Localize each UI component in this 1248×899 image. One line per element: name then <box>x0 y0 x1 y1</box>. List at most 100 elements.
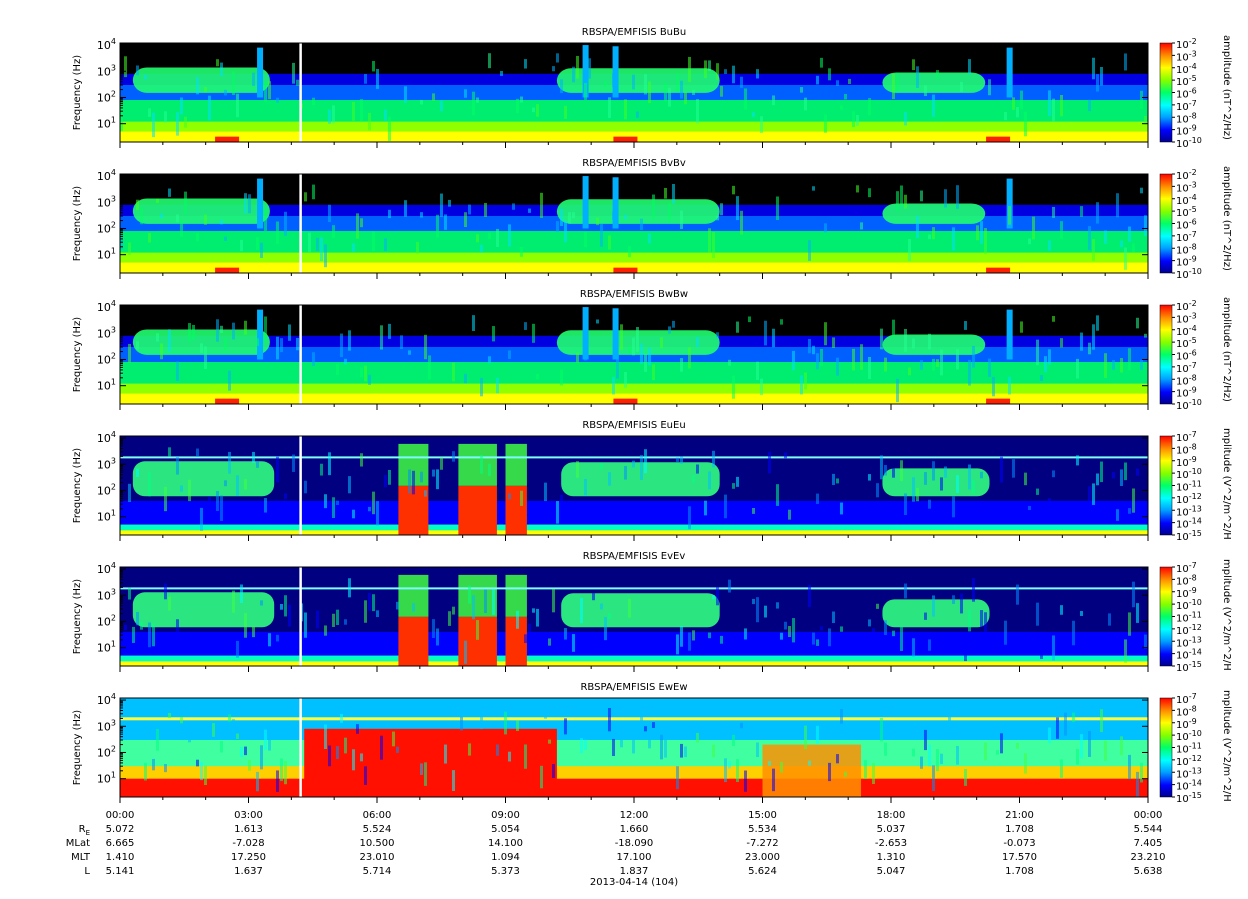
spectral-texture <box>696 732 699 743</box>
colorbar-tick-base: 10 <box>1176 364 1189 375</box>
spectral-texture <box>808 240 811 261</box>
colorbar-tick-exponent: -10 <box>1189 467 1202 476</box>
spectral-texture <box>1144 634 1147 649</box>
spectral-texture <box>524 634 527 644</box>
spectral-texture <box>676 457 679 463</box>
spectral-texture <box>232 590 235 613</box>
spectral-texture <box>900 460 903 482</box>
colorbar-tick-base: 10 <box>1176 258 1189 269</box>
spectral-texture <box>420 763 423 776</box>
spectral-texture <box>520 490 523 506</box>
spectral-texture <box>572 66 575 83</box>
y-tick-label: 101 <box>97 116 116 131</box>
colorbar-label: mplitude (V^2/m^2/H <box>1221 428 1232 540</box>
y-tick-exponent: 4 <box>111 430 116 439</box>
colorbar-tick-base: 10 <box>1176 638 1189 649</box>
spectral-texture <box>820 626 823 631</box>
colorbar-tick-label: 10-15 <box>1176 529 1202 543</box>
spectral-texture <box>756 742 759 758</box>
y-tick-base: 10 <box>97 222 111 235</box>
colorbar-tick-base: 10 <box>1176 389 1189 400</box>
spectral-texture <box>848 78 851 84</box>
spectral-texture <box>280 603 283 610</box>
colorbar-tick-exponent: -6 <box>1189 218 1197 227</box>
spectral-texture <box>340 333 343 358</box>
spectral-texture <box>960 81 963 93</box>
wave-emission <box>882 203 986 224</box>
spectral-texture <box>352 101 355 121</box>
colorbar-tick-base: 10 <box>1176 114 1189 125</box>
spectral-texture <box>1032 216 1035 240</box>
spectral-texture <box>204 765 207 786</box>
spectral-texture <box>156 198 159 203</box>
spectral-texture <box>652 194 655 220</box>
spectral-texture <box>176 457 179 475</box>
y-tick-base: 10 <box>97 353 111 366</box>
spectral-texture <box>348 476 351 494</box>
colorbar-tick-exponent: -11 <box>1189 742 1202 751</box>
spectral-texture <box>956 185 959 209</box>
spectral-texture <box>1016 742 1019 749</box>
spectral-texture <box>652 722 655 728</box>
colorbar-tick-label: 10-10 <box>1176 136 1202 150</box>
y-tick-base: 10 <box>97 65 111 78</box>
spectral-texture <box>944 189 947 208</box>
spectral-texture <box>596 217 599 226</box>
spectral-texture <box>580 597 583 624</box>
wave-emission <box>132 461 275 497</box>
spectral-texture <box>336 363 339 375</box>
colorbar-tick-label: 10-6 <box>1176 87 1197 101</box>
y-tick-exponent: 1 <box>111 640 116 649</box>
spectral-texture <box>488 53 491 69</box>
colorbar-tick-label: 10-7 <box>1176 230 1197 244</box>
colorbar-tick-label: 10-15 <box>1176 660 1202 674</box>
colorbar-tick-exponent: -14 <box>1189 648 1202 657</box>
spectral-texture <box>756 597 759 623</box>
spectral-texture <box>812 632 815 645</box>
spectral-texture <box>264 207 267 231</box>
time-axis-and-ephemeris: 00:00 03:00 06:00 09:00 12:00 15:00 18:00 21:00… <box>66 810 1166 888</box>
spectral-texture <box>208 496 211 506</box>
wave-emission <box>556 199 720 224</box>
wave-emission <box>882 72 986 93</box>
y-tick-exponent: 2 <box>111 220 116 229</box>
spectral-texture <box>680 626 683 647</box>
colorbar-tick-label: 10-11 <box>1176 611 1202 625</box>
wave-emission <box>458 443 497 486</box>
spectral-texture <box>1144 115 1147 125</box>
spectral-texture <box>488 463 491 477</box>
spectral-texture <box>128 343 131 363</box>
colorbar-tick-exponent: -11 <box>1189 611 1202 620</box>
spectral-texture <box>1112 472 1115 479</box>
spectral-texture <box>384 474 387 488</box>
spectral-texture <box>788 626 791 637</box>
spectral-texture <box>564 105 567 119</box>
ephemeris-value: 14.100 <box>488 838 523 849</box>
colorbar-tick-base: 10 <box>1176 77 1189 88</box>
y-axis-label: Frequency (Hz) <box>72 710 83 786</box>
spectral-texture <box>728 579 731 593</box>
spectral-texture <box>524 744 527 769</box>
spectral-texture <box>420 99 423 105</box>
colorbar-tick-label: 10-8 <box>1176 242 1197 256</box>
spectral-texture <box>660 734 663 760</box>
colorbar-tick-label: 10-13 <box>1176 504 1202 518</box>
spectral-texture <box>580 738 583 754</box>
spectral-texture <box>424 762 427 786</box>
spectral-texture <box>452 770 455 791</box>
spectral-texture <box>164 583 167 600</box>
colorbar-tick-exponent: -13 <box>1189 504 1202 513</box>
spectral-texture <box>704 500 707 516</box>
spectral-texture <box>984 742 987 761</box>
wave-emission <box>505 443 527 486</box>
spectral-texture <box>1060 338 1063 348</box>
ephemeris-value: 1.310 <box>877 852 906 863</box>
colorbar-tick-base: 10 <box>1176 245 1189 256</box>
spectral-texture <box>816 639 819 646</box>
colorbar-tick-base: 10 <box>1176 102 1189 113</box>
spectral-texture <box>884 357 887 372</box>
colorbar-tick-base: 10 <box>1176 40 1189 51</box>
y-tick-exponent: 3 <box>111 194 116 203</box>
spectral-texture <box>404 86 407 103</box>
spectral-texture <box>644 726 647 732</box>
